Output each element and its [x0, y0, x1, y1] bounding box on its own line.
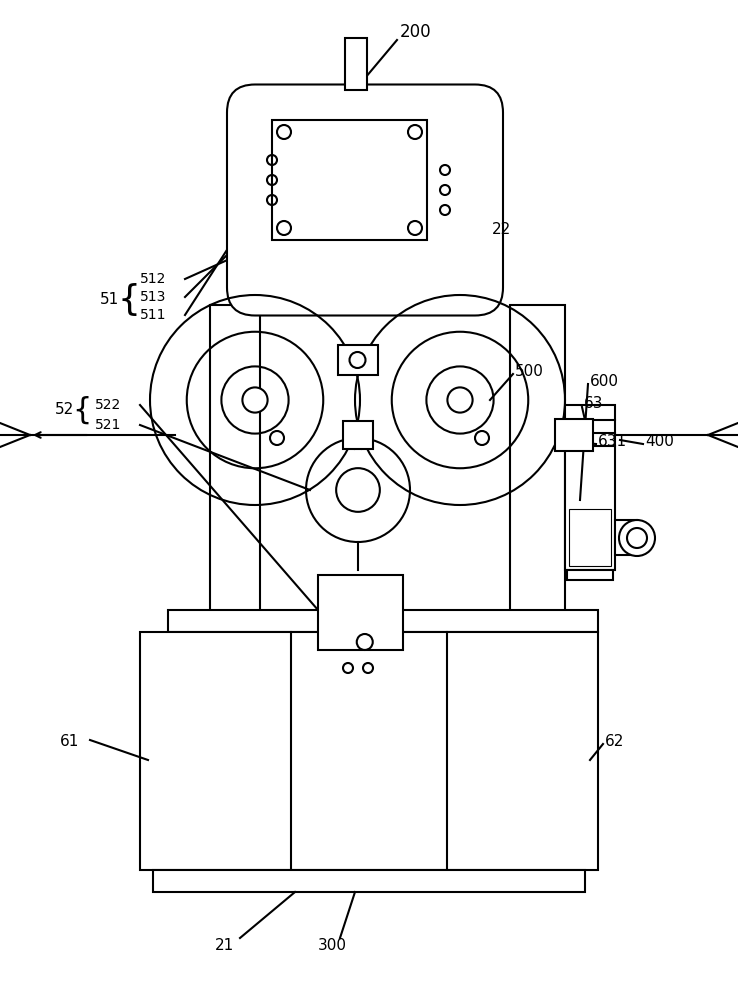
Circle shape: [619, 520, 655, 556]
Text: 22: 22: [492, 223, 511, 237]
Text: 500: 500: [515, 364, 544, 379]
Bar: [337, 345, 378, 375]
Bar: [342, 421, 373, 449]
Text: 200: 200: [400, 23, 432, 41]
Bar: [565, 405, 615, 570]
Text: 400: 400: [645, 434, 674, 450]
Text: 62: 62: [605, 734, 624, 750]
Text: 52: 52: [55, 402, 75, 418]
Text: {: {: [72, 395, 92, 424]
Circle shape: [447, 387, 472, 413]
Bar: [153, 870, 585, 892]
Bar: [168, 610, 598, 632]
Text: 512: 512: [140, 272, 166, 286]
Bar: [567, 570, 613, 580]
Text: {: {: [117, 283, 140, 317]
Bar: [555, 419, 593, 451]
Text: 511: 511: [140, 308, 167, 322]
Text: 600: 600: [590, 374, 619, 389]
Text: 631: 631: [598, 434, 627, 450]
Bar: [318, 575, 403, 650]
Bar: [510, 305, 565, 615]
FancyBboxPatch shape: [227, 85, 503, 316]
Text: 522: 522: [95, 398, 121, 412]
Bar: [140, 632, 598, 870]
Bar: [345, 37, 367, 90]
Text: 63: 63: [584, 396, 604, 412]
Bar: [210, 305, 260, 615]
Text: 231: 231: [375, 157, 404, 172]
Text: 61: 61: [60, 734, 80, 750]
Circle shape: [242, 387, 268, 413]
Bar: [615, 520, 637, 555]
Text: 21: 21: [215, 938, 234, 952]
Bar: [272, 120, 427, 240]
Text: 51: 51: [100, 292, 120, 308]
Bar: [569, 509, 611, 566]
Circle shape: [627, 528, 647, 548]
Text: 521: 521: [95, 418, 121, 432]
Text: 513: 513: [140, 290, 166, 304]
Text: 300: 300: [318, 938, 347, 952]
